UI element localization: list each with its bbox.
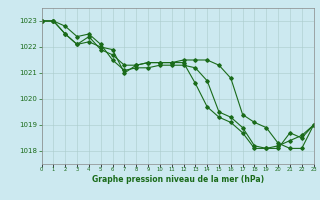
X-axis label: Graphe pression niveau de la mer (hPa): Graphe pression niveau de la mer (hPa) (92, 175, 264, 184)
